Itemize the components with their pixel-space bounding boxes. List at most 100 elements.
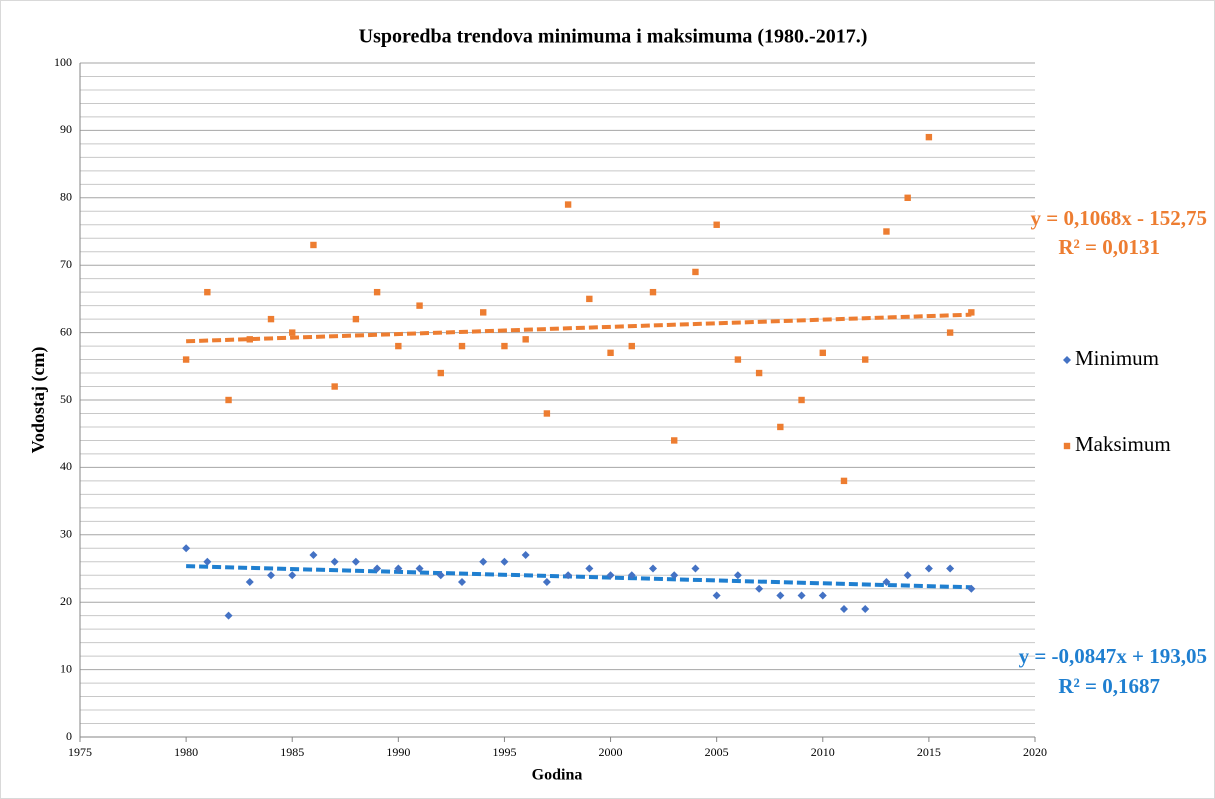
point (203, 557, 212, 566)
y-tick-label: 20 (60, 594, 72, 608)
point (712, 591, 721, 600)
y-tick-label: 60 (60, 324, 72, 338)
point (776, 591, 785, 600)
point (882, 577, 891, 586)
point (925, 133, 933, 141)
point (310, 241, 317, 249)
point (797, 591, 806, 600)
legend-label: Minimum (1075, 346, 1159, 370)
point (501, 342, 508, 350)
point (670, 571, 679, 580)
trend-equation: y = 0,1068x - 152,75 (1031, 206, 1207, 230)
point (373, 288, 381, 296)
point (627, 571, 636, 580)
point (713, 221, 720, 228)
point (777, 423, 784, 431)
point (289, 329, 296, 336)
trend-equation: y = -0,0847x + 193,05 (1019, 644, 1207, 668)
point (924, 564, 933, 573)
point (649, 288, 657, 296)
point (862, 356, 869, 363)
point (416, 302, 423, 309)
x-axis-label: Godina (532, 767, 583, 784)
point (500, 557, 509, 566)
point (840, 477, 848, 485)
point (437, 369, 444, 377)
point (267, 315, 275, 323)
point (267, 571, 275, 580)
point (352, 315, 360, 323)
y-tick-label: 80 (60, 190, 72, 204)
point (903, 571, 912, 580)
point (394, 564, 403, 573)
x-tick-label: 1990 (386, 745, 410, 759)
point (564, 571, 573, 580)
point (628, 342, 635, 350)
point (733, 571, 742, 580)
y-tick-label: 70 (60, 257, 72, 271)
y-tick-label: 0 (66, 729, 72, 743)
legend-marker (1063, 356, 1071, 364)
point (436, 571, 445, 580)
x-tick-label: 2005 (705, 745, 729, 759)
trend-r2: R² = 0,1687 (1058, 674, 1160, 698)
point (946, 564, 955, 573)
x-tick-label: 2015 (917, 745, 941, 759)
point (840, 604, 848, 613)
point (224, 611, 233, 620)
point (479, 557, 488, 566)
point (585, 564, 594, 573)
point (818, 591, 827, 600)
point (861, 604, 870, 613)
point (883, 228, 890, 235)
point (204, 288, 211, 296)
point (330, 557, 339, 566)
point (225, 396, 232, 404)
trend-line (186, 564, 972, 590)
point (798, 396, 805, 404)
point (309, 551, 318, 560)
y-tick-label: 30 (60, 527, 72, 541)
point (671, 437, 678, 444)
point (395, 342, 402, 350)
point (819, 349, 826, 357)
point (967, 584, 976, 593)
point (182, 544, 191, 553)
y-tick-label: 50 (60, 392, 72, 406)
y-tick-label: 10 (60, 661, 72, 675)
point (692, 268, 699, 276)
point (182, 356, 190, 363)
point (607, 349, 614, 357)
y-axis-label: Vodostaj (cm) (28, 347, 49, 454)
point (522, 336, 529, 343)
point (904, 194, 911, 201)
point (734, 356, 742, 363)
point (521, 551, 530, 560)
point (415, 564, 424, 573)
point (755, 369, 763, 377)
point (606, 571, 615, 580)
x-tick-label: 2000 (599, 745, 623, 759)
y-tick-label: 40 (60, 459, 72, 473)
point (755, 584, 764, 593)
legend-marker (1063, 442, 1071, 450)
point (691, 564, 700, 573)
point (331, 383, 338, 390)
trend-line (186, 312, 972, 344)
point (542, 577, 551, 586)
point (586, 295, 593, 303)
y-tick-label: 100 (54, 55, 72, 69)
point (564, 201, 572, 208)
x-tick-label: 2020 (1023, 745, 1047, 759)
point (458, 342, 466, 350)
chart-title: Usporedba trendova minimuma i maksimuma … (359, 26, 868, 48)
point (246, 336, 253, 343)
x-tick-label: 1975 (68, 745, 92, 759)
point (373, 564, 382, 573)
legend-label: Maksimum (1075, 432, 1171, 456)
point (649, 564, 657, 573)
point (288, 571, 297, 580)
y-tick-label: 90 (60, 122, 72, 136)
point (245, 577, 254, 586)
